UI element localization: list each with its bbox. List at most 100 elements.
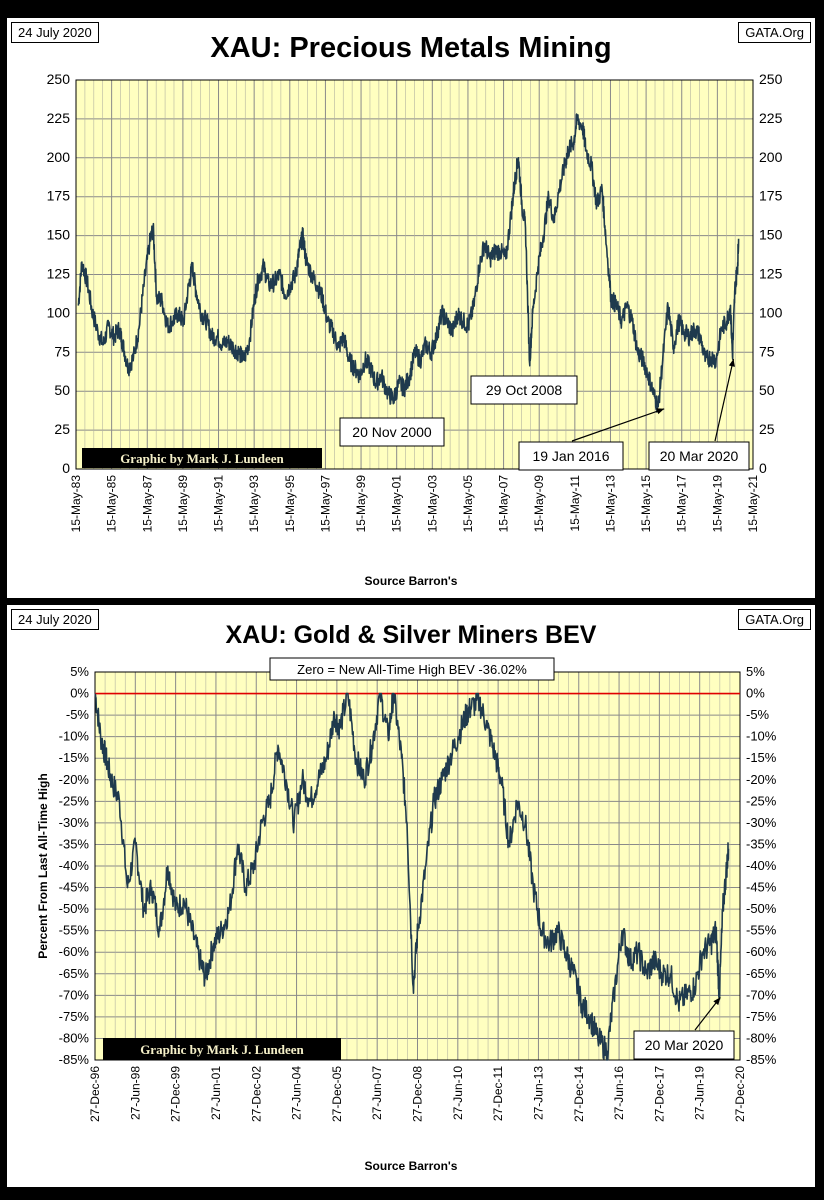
chart2-x-axis-label: Source Barron's bbox=[364, 1159, 458, 1173]
chart2-xtick: 27-Jun-04 bbox=[290, 1066, 304, 1120]
chart2-xtick: 27-Dec-20 bbox=[733, 1066, 747, 1122]
chart2-source-tag: GATA.Org bbox=[738, 609, 811, 630]
chart1-annotation-2020-text: 20 Mar 2020 bbox=[660, 448, 739, 464]
chart1-xtick: 15-May-03 bbox=[425, 475, 439, 533]
chart2-ytick-right: 5% bbox=[746, 664, 765, 679]
chart1-date-label: 24 July 2020 bbox=[11, 22, 99, 43]
chart2-ytick-left: -65% bbox=[59, 966, 90, 981]
chart2-ytick-left: -80% bbox=[59, 1030, 90, 1045]
chart1-xtick: 15-May-13 bbox=[603, 475, 617, 533]
chart2-y-axis-label: Percent From Last All-Time High bbox=[36, 773, 50, 958]
chart2-ytick-right: -85% bbox=[746, 1052, 777, 1067]
chart1-xtick: 15-May-95 bbox=[283, 475, 297, 533]
chart2-ytick-right: -55% bbox=[746, 923, 777, 938]
chart1-annotation-2016-box bbox=[518, 441, 624, 471]
chart2-credit-box bbox=[103, 1038, 341, 1060]
chart1-annotation-2016-arrow bbox=[571, 408, 665, 442]
chart1-annotation-2000-text: 20 Nov 2000 bbox=[352, 424, 432, 440]
chart2-xtick: 27-Dec-02 bbox=[249, 1066, 263, 1122]
chart1-ytick-left: 150 bbox=[47, 227, 71, 243]
chart1-xtick: 15-May-01 bbox=[390, 475, 404, 533]
chart1-ytick-right: 50 bbox=[759, 382, 775, 398]
chart2-ytick-right: -25% bbox=[746, 793, 777, 808]
chart1-ytick-left: 200 bbox=[47, 149, 71, 165]
chart2-subtitle: Zero = New All-Time High BEV -36.02% bbox=[297, 662, 527, 677]
chart1-xtick: 15-May-09 bbox=[532, 475, 546, 533]
chart2-credit-text: Graphic by Mark J. Lundeen bbox=[140, 1042, 304, 1057]
chart1-annotation-2000-box bbox=[339, 417, 445, 447]
chart1-credit-text: Graphic by Mark J. Lundeen bbox=[120, 451, 284, 466]
chart2-ytick-left: -30% bbox=[59, 815, 90, 830]
chart2-annotation-2020-box bbox=[633, 1030, 735, 1060]
chart1-xtick: 15-May-87 bbox=[140, 475, 154, 533]
chart2-date-label: 24 July 2020 bbox=[11, 609, 99, 630]
chart2-ytick-right: -65% bbox=[746, 966, 777, 981]
chart2-xtick: 27-Dec-05 bbox=[330, 1066, 344, 1122]
chart2-ytick-right: -80% bbox=[746, 1030, 777, 1045]
chart2-ytick-left: -50% bbox=[59, 901, 90, 916]
chart2-ytick-right: -15% bbox=[746, 750, 777, 765]
chart1-xtick: 15-May-19 bbox=[710, 475, 724, 533]
chart1-xtick: 15-May-11 bbox=[568, 475, 582, 532]
chart2-ytick-right: -5% bbox=[746, 707, 770, 722]
chart2-plot: 5% 5% 0% 0% -5% -5% -10% -10% -15% -15% -20% -20% -2… bbox=[36, 657, 777, 1122]
chart2-ytick-left: -5% bbox=[66, 707, 90, 722]
chart2-xtick: 27-Dec-17 bbox=[652, 1066, 666, 1122]
chart2-ytick-right: 0% bbox=[746, 686, 765, 701]
chart1-ytick-right: 175 bbox=[759, 188, 783, 204]
chart2-xtick: 27-Jun-13 bbox=[531, 1066, 545, 1120]
chart-panel-bev: 24 July 2020 GATA.Org XAU: Gold & Silver… bbox=[7, 605, 815, 1187]
chart2-xtick: 27-Jun-19 bbox=[693, 1066, 707, 1120]
chart1-ytick-right: 150 bbox=[759, 227, 783, 243]
chart2-ytick-left: -15% bbox=[59, 750, 90, 765]
chart2-ytick-left: -25% bbox=[59, 793, 90, 808]
chart1-annotation-2016-arrowhead bbox=[656, 408, 665, 415]
chart2-ytick-left: -35% bbox=[59, 836, 90, 851]
chart1-series-xau bbox=[77, 113, 740, 413]
chart2-xtick: 27-Dec-08 bbox=[411, 1066, 425, 1122]
chart2-xtick: 27-Dec-14 bbox=[572, 1066, 586, 1122]
chart1-xtick: 15-May-15 bbox=[639, 475, 653, 533]
chart2-ytick-right: -60% bbox=[746, 944, 777, 959]
chart2-ytick-left: -40% bbox=[59, 858, 90, 873]
chart2-ytick-left: -70% bbox=[59, 987, 90, 1002]
chart2-ytick-right: -40% bbox=[746, 858, 777, 873]
chart1-xtick: 15-May-91 bbox=[212, 475, 226, 533]
chart1-annotation-2008-box bbox=[470, 375, 578, 405]
chart2-ytick-right: -50% bbox=[746, 901, 777, 916]
chart2-ytick-right: -75% bbox=[746, 1009, 777, 1024]
chart2-xtick: 27-Jun-10 bbox=[451, 1066, 465, 1120]
chart2-ytick-left: -20% bbox=[59, 772, 90, 787]
chart1-annotation-2020-box bbox=[648, 441, 750, 471]
chart2-xtick: 27-Dec-11 bbox=[491, 1066, 505, 1121]
chart2-ytick-left: 5% bbox=[70, 664, 89, 679]
chart1-xtick: 15-May-89 bbox=[176, 475, 190, 533]
chart1-ytick-right: 100 bbox=[759, 304, 783, 320]
chart1-source-tag: GATA.Org bbox=[738, 22, 811, 43]
chart2-xtick: 27-Dec-99 bbox=[169, 1066, 183, 1122]
chart2-ytick-left: -45% bbox=[59, 880, 90, 895]
chart1-xtick: 15-May-17 bbox=[675, 475, 689, 533]
chart2-annotation-2020-arrowhead bbox=[713, 997, 721, 1006]
chart1-annotation-2020-arrowhead bbox=[728, 358, 735, 367]
chart2-xtick: 27-Jun-07 bbox=[370, 1066, 384, 1120]
chart1-xtick: 15-May-05 bbox=[461, 475, 475, 533]
chart2-ytick-left: -10% bbox=[59, 729, 90, 744]
chart2-xtick: 27-Dec-96 bbox=[88, 1066, 102, 1122]
chart2-xtick: 27-Jun-98 bbox=[128, 1066, 142, 1120]
chart1-ytick-left: 100 bbox=[47, 304, 71, 320]
chart-panel-precious-metals: 24 July 2020 GATA.Org XAU: Precious Meta… bbox=[7, 18, 815, 598]
chart1-annotation-2008-text: 29 Oct 2008 bbox=[486, 382, 562, 398]
chart1-plot: 0 0 25 25 50 50 75 75 100 100 125 125 150 150 175 175 20… bbox=[47, 71, 783, 533]
chart1-ytick-right: 200 bbox=[759, 149, 783, 165]
chart2-ytick-right: -20% bbox=[746, 772, 777, 787]
chart1-ytick-right: 250 bbox=[759, 71, 783, 87]
chart1-ytick-right: 0 bbox=[759, 460, 767, 476]
chart2-ytick-right: -70% bbox=[746, 987, 777, 1002]
chart2-ytick-right: -30% bbox=[746, 815, 777, 830]
chart1-ytick-left: 0 bbox=[62, 460, 70, 476]
chart1-ytick-left: 75 bbox=[54, 343, 70, 359]
chart1-ytick-left: 225 bbox=[47, 110, 71, 126]
chart1-plot-border bbox=[75, 79, 754, 470]
chart1-xtick: 15-May-21 bbox=[746, 475, 760, 533]
